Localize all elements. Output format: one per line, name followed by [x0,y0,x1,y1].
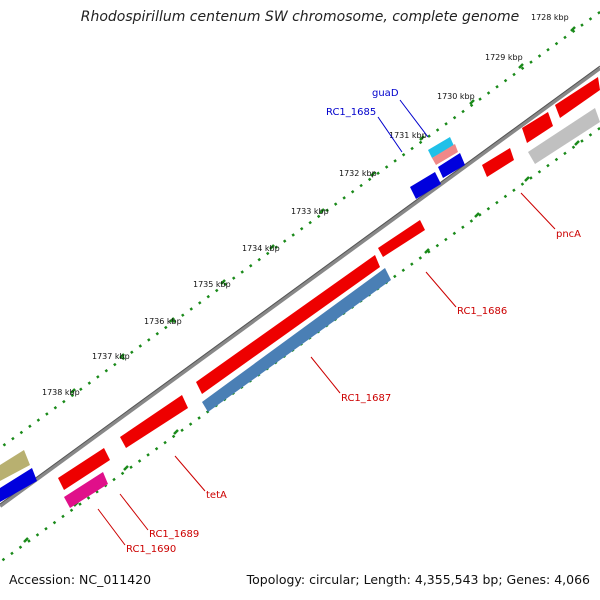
gene-blue [0,468,37,502]
tick-1734 [269,244,275,250]
tick-label: 1730 kbp [437,92,475,101]
gene-steel [202,268,391,412]
gene-pink [432,144,458,165]
callout-pncA [520,192,556,230]
callout-RC1_1687 [310,356,341,394]
tick-label: 1735 kbp [193,280,231,289]
callout-tetA [174,455,206,492]
reverse-genes [64,108,600,508]
tick-label: 1736 kbp [144,317,182,326]
upper-genes [410,137,465,199]
gene-label-RC1_1690: RC1_1690 [126,544,176,555]
gene-blue [438,153,465,178]
tick-label: 1731 kbp [389,131,427,140]
gene-label-tetA: tetA [206,490,227,501]
tick-1735 [220,279,226,285]
tick-1736 [169,317,175,323]
tick-1728 [570,26,576,32]
accession-text: Accession: NC_011420 [9,572,152,587]
gene-magenta [64,472,108,508]
callout-RC1_1690 [97,508,126,546]
outer-major-ticks [70,26,576,394]
gene-red [58,448,110,490]
callout-RC1_1685 [377,116,403,153]
tick-1733 [319,208,325,214]
gene-blue [410,172,441,199]
tick-1730 [469,99,475,105]
gene-red [482,148,514,177]
gene-red [555,77,600,118]
tick-label: 1733 kbp [291,207,329,216]
gene-olive [0,450,30,481]
tick-label: 1737 kbp [92,352,130,361]
callout-RC1_1689 [119,493,149,531]
map-title: Rhodospirillum centenum SW chromosome, c… [80,9,520,25]
gene-gray [528,108,600,164]
gene-label-RC1_1685: RC1_1685 [326,107,376,118]
tick-1732 [370,171,376,177]
topology-text: Topology: circular; Length: 4,355,543 bp… [246,572,590,587]
callout-RC1_1686 [425,271,457,308]
gene-label-guaD: guaD [372,88,399,99]
gene-cyan [428,137,454,158]
tick-1738 [70,388,76,394]
tick-label: 1738 kbp [42,388,80,397]
tick-label: 1729 kbp [485,53,523,62]
gene-label-RC1_1686: RC1_1686 [457,306,507,317]
gene-red [196,255,380,394]
gene-label-RC1_1689: RC1_1689 [149,529,199,540]
gene-label-RC1_1687: RC1_1687 [341,393,391,404]
outer-tick-ring [0,10,600,450]
gene-label-pncA: pncA [556,229,581,240]
tick-1731 [419,135,425,141]
chromosome-backbone [0,66,600,508]
tick-label: 1728 kbp [531,13,569,22]
gene-red [120,395,188,448]
gene-red [378,220,425,257]
tick-label: 1734 kbp [242,244,280,253]
tick-1729 [518,63,524,69]
tick-1737 [119,353,125,359]
callout-lines [97,99,556,546]
callout-guaD [399,99,429,138]
tick-label: 1732 kbp [339,169,377,178]
forward-genes [0,77,600,502]
gene-red [522,112,553,143]
